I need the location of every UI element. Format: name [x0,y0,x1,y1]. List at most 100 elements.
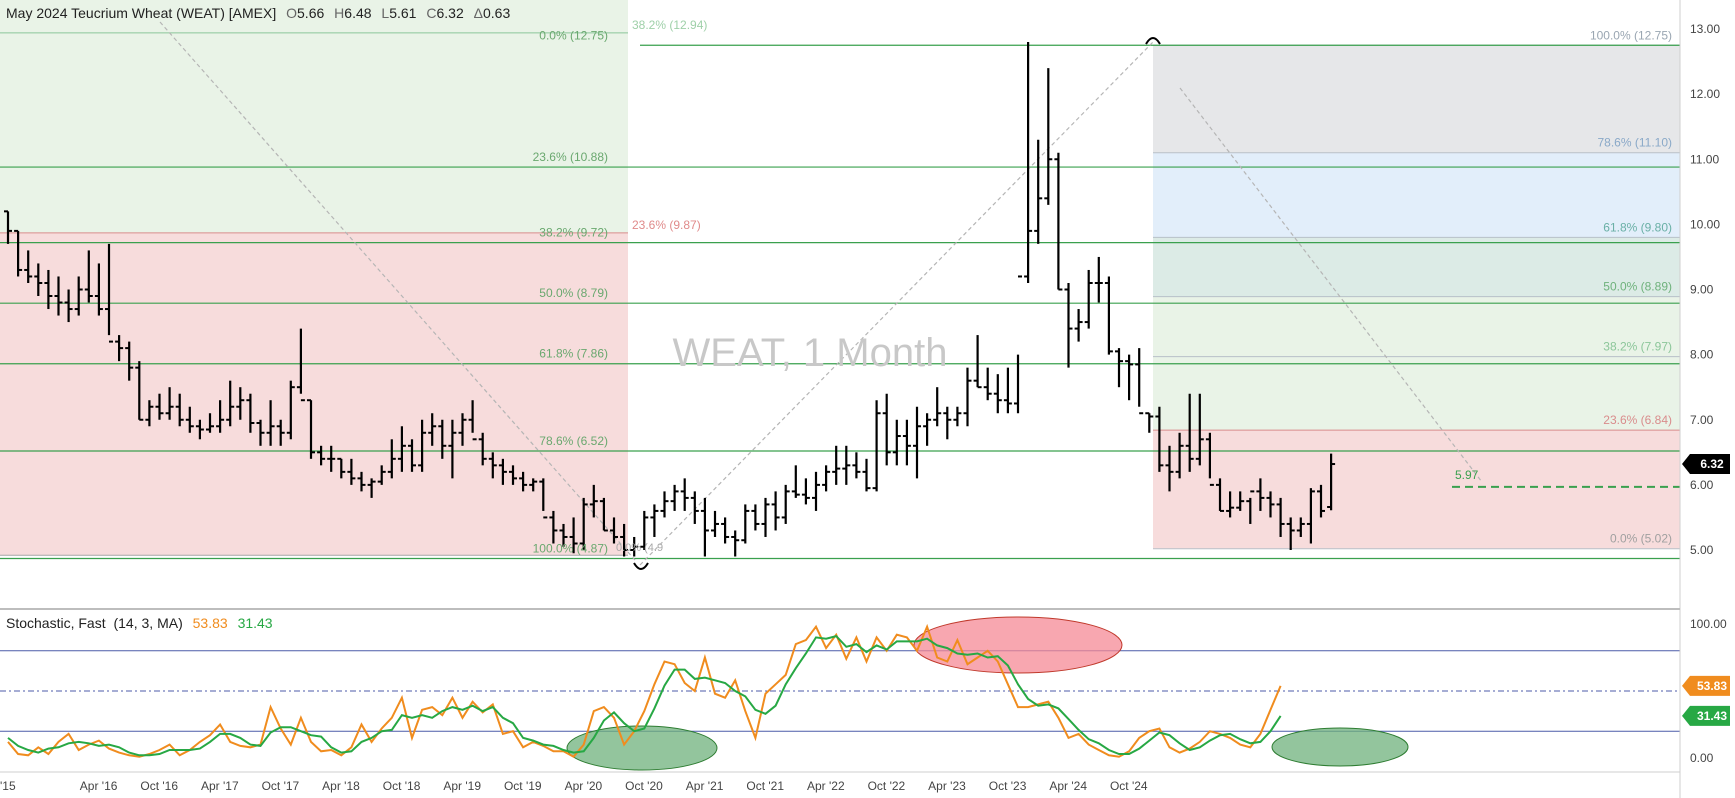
price-bar [488,452,497,479]
price-bar [246,393,255,433]
price-bar [105,243,113,343]
price-bar [801,478,810,505]
fib-label-left-0: 0.0% (12.75) [539,28,608,42]
x-tick-18: Oct '24 [1110,779,1148,793]
header-close-label: C [426,5,436,21]
header-open-value: 5.66 [297,5,324,21]
pivot-high-marker [1145,37,1161,45]
price-bar [569,517,578,554]
last-price-label: 6.32 [1700,457,1724,471]
price-bar [296,328,305,402]
price-bar [690,491,699,524]
price-bar [135,361,144,421]
price-bar [438,419,447,459]
price-bar [64,289,73,323]
price-bar [1074,309,1083,342]
header-low-label: L [381,5,389,21]
x-tick-11: Apr '21 [686,779,724,793]
x-tick-17: Apr '24 [1049,779,1087,793]
price-tick-4: 9.00 [1690,283,1714,297]
stochastic-header: Stochastic, Fast (14, 3, MA) 53.83 31.43 [6,615,273,631]
trend-up [639,41,1154,566]
price-bar [94,263,103,316]
price-bar [882,393,891,466]
x-tick-10: Oct '20 [625,779,663,793]
price-bar [1195,393,1204,466]
price-bar [185,406,194,433]
x-tick-5: Apr '18 [322,779,360,793]
price-bar [1034,139,1043,244]
x-tick-7: Apr '19 [443,779,481,793]
price-bar [963,367,972,427]
price-bar [1104,276,1113,355]
stochastic-k-value: 53.83 [193,615,228,631]
price-bar [781,484,790,524]
overbought-ellipse [913,616,1123,674]
price-bar [14,229,23,277]
fib-label-right-5: 23.6% (6.84) [1603,413,1672,427]
price-tick-5: 8.00 [1690,348,1714,362]
price-bar [892,419,901,466]
x-tick-9: Apr '20 [565,779,603,793]
price-bar [408,439,416,472]
price-bar [1145,412,1154,433]
price-bar [1044,68,1053,205]
price-bar [1286,517,1295,550]
price-bar [1256,478,1265,511]
price-tick-6: 7.00 [1690,413,1714,427]
price-bar [902,419,911,466]
price-bar [549,510,558,544]
stoch-d-tag-label: 31.43 [1697,709,1727,723]
x-tick-13: Apr '22 [807,779,845,793]
price-bar [1094,256,1103,303]
price-bar [933,387,942,427]
zone-grey-right [1153,45,1680,153]
price-bar [165,387,174,420]
price-tick-2: 11.00 [1690,152,1719,166]
price-tick-8: 5.00 [1690,543,1714,557]
price-tick-1: 12.00 [1690,87,1720,101]
header-open-label: O [286,5,297,21]
trend-down-right [1179,87,1483,483]
price-bar [993,374,1002,414]
price-bar [842,445,851,485]
chart-header: May 2024 Teucrium Wheat (WEAT) [AMEX] O5… [6,5,510,21]
price-bar [771,491,780,531]
price-bar [84,250,93,303]
price-tick-0: 13.00 [1690,22,1720,36]
price-bar [872,400,881,492]
x-tick-14: Oct '22 [868,779,906,793]
price-tick-3: 10.00 [1690,217,1720,231]
header-change-label: Δ [474,5,483,21]
price-bar [1236,491,1245,511]
price-bar [1276,497,1285,537]
price-bar [620,523,629,557]
oversold-ellipse-1 [566,725,718,771]
price-bar [509,465,517,485]
trend-lines: 5.97 [159,21,1680,570]
x-tick-3: Apr '17 [201,779,239,793]
price-bar [115,335,124,362]
price-bar [1317,484,1325,518]
fib-label-right-0: 100.0% (12.75) [1590,28,1672,42]
support-label: 5.97 [1455,468,1479,482]
fib-label-right-6: 0.0% (5.02) [1610,532,1672,546]
price-bar [155,393,164,420]
x-tick-2: Oct '16 [140,779,178,793]
price-bar [276,419,285,446]
fib-old-label-2: 0.0% (4.9 [616,542,663,554]
price-bar [175,393,184,427]
price-bar [387,439,396,479]
header-high-label: H [334,5,344,21]
price-bar [1135,348,1144,415]
price-bar [741,504,750,544]
price-bar [74,276,83,316]
fib-label-right-4: 38.2% (7.97) [1603,340,1672,354]
price-bar [610,517,618,544]
fib-old-label-0: 38.2% (12.94) [632,18,707,32]
price-bar [1175,432,1184,479]
price-bar [1115,348,1123,388]
price-bar [731,530,740,557]
price-bar [125,341,134,381]
